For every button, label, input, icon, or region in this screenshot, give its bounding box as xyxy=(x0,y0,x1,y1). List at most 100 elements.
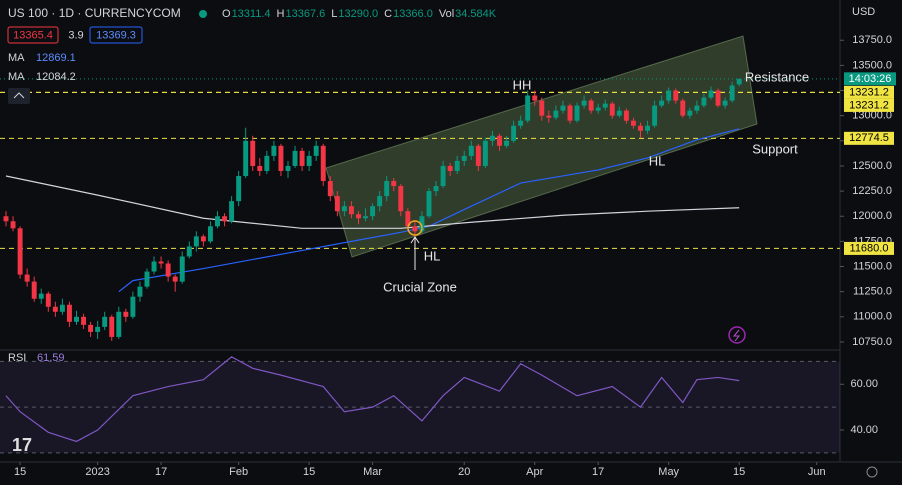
buy-box[interactable] xyxy=(89,26,143,44)
candle-body xyxy=(229,201,235,222)
x-tick-label: 17 xyxy=(155,466,167,478)
candle-body xyxy=(687,110,693,116)
ohlc-value: 13290.0 xyxy=(338,8,378,20)
candle-body xyxy=(546,115,552,118)
rsi-value: 61.59 xyxy=(37,352,65,364)
candle-body xyxy=(243,140,249,177)
candle-body xyxy=(313,145,319,156)
level-badge xyxy=(844,98,894,112)
y-tick-label: 11000.0 xyxy=(853,311,892,323)
candle-body xyxy=(144,271,150,287)
candle-body xyxy=(102,316,108,327)
candle-body xyxy=(74,316,79,322)
line xyxy=(5,175,740,229)
collapse-icon xyxy=(13,92,25,99)
annotation: Support xyxy=(752,141,798,156)
plot: 13750.013500.013250.013000.012750.012500… xyxy=(0,34,896,478)
x-tick-label: Feb xyxy=(229,466,248,478)
candle-body xyxy=(729,85,735,101)
candle-body xyxy=(497,135,502,146)
candle-body xyxy=(257,165,263,171)
candle-body xyxy=(38,293,44,299)
candle-body xyxy=(560,105,566,111)
x-tick-label: Jun xyxy=(808,466,826,478)
candle-body xyxy=(482,140,488,166)
candle-body xyxy=(412,226,418,232)
alert-bolt xyxy=(732,329,741,342)
candle-body xyxy=(595,107,601,111)
candle-body xyxy=(736,78,742,85)
candle-body xyxy=(95,326,101,332)
ohlc-value: 13367.6 xyxy=(285,8,325,20)
ohlc-label: L xyxy=(331,8,337,20)
zone-circle xyxy=(407,220,423,236)
candle-body xyxy=(539,100,545,116)
arrow-head xyxy=(410,236,420,244)
level-label: 13231.2 xyxy=(849,99,889,111)
candle-body xyxy=(66,304,72,322)
candle-body xyxy=(602,103,608,108)
level-label: 12774.5 xyxy=(849,132,889,144)
candle-body xyxy=(116,311,122,337)
candle-body xyxy=(588,100,594,111)
candle-body xyxy=(623,110,629,121)
candle-body xyxy=(567,105,573,121)
level-label: 13231.2 xyxy=(849,86,889,98)
y-tick-label: 12500.0 xyxy=(852,160,892,172)
candle-body xyxy=(45,293,51,307)
candle-body xyxy=(31,281,37,299)
y-tick-label: 13000.0 xyxy=(852,110,892,122)
annotation: Resistance xyxy=(745,69,809,84)
candle-body xyxy=(370,206,376,217)
ma-value: 12869.1 xyxy=(36,52,76,64)
candle-body xyxy=(694,105,700,111)
y-tick-label: 11500.0 xyxy=(853,260,892,272)
candle-body xyxy=(645,125,651,131)
price-badge xyxy=(844,72,896,86)
ohlc-row: O 13311.4 H 13367.6 L 13290.0 C 13366.0 Vol 34.58… xyxy=(222,8,497,20)
settings-icon[interactable] xyxy=(866,466,878,478)
candle-body xyxy=(616,110,622,116)
candle-body xyxy=(165,263,171,277)
candle-body xyxy=(151,261,157,272)
candle-body xyxy=(306,155,312,166)
candle-body xyxy=(207,226,213,242)
x-tick-label: 15 xyxy=(14,466,26,478)
y-tick-label: 13750.0 xyxy=(852,34,892,46)
candle-body xyxy=(264,155,270,171)
level-badge xyxy=(844,241,894,255)
alert-icon[interactable] xyxy=(728,326,746,344)
candle-body xyxy=(334,196,340,212)
x-tick-label: May xyxy=(658,466,679,478)
candle-body xyxy=(327,181,333,197)
candle-body xyxy=(215,216,220,227)
candle-body xyxy=(88,324,94,332)
candle-body xyxy=(278,145,284,171)
candle-body xyxy=(525,95,531,121)
candle-body xyxy=(518,120,524,126)
candle-body xyxy=(123,311,129,317)
candle-body xyxy=(461,155,467,161)
candle-body xyxy=(630,120,636,126)
sell-box[interactable] xyxy=(7,26,59,44)
symbol: US 100 · 1D · CURRENCYCOM xyxy=(8,6,181,20)
candle-body xyxy=(426,191,432,217)
candle-body xyxy=(10,221,16,229)
candle-body xyxy=(341,206,347,212)
collapse-button[interactable] xyxy=(8,88,30,104)
ohlc-label: Vol xyxy=(439,8,454,20)
candle-body xyxy=(581,100,587,106)
candle-body xyxy=(504,140,510,146)
candle-body xyxy=(475,145,481,166)
candle-body xyxy=(553,110,559,118)
candle-body xyxy=(489,135,495,141)
line xyxy=(5,356,740,443)
candle-body xyxy=(652,105,658,126)
status-dot xyxy=(199,10,207,18)
annotation: Crucial Zone xyxy=(383,279,457,294)
annotation: HH xyxy=(513,77,532,92)
rsi-label: RSI xyxy=(8,352,26,364)
candle-body xyxy=(454,160,460,171)
candle-body xyxy=(24,274,30,282)
